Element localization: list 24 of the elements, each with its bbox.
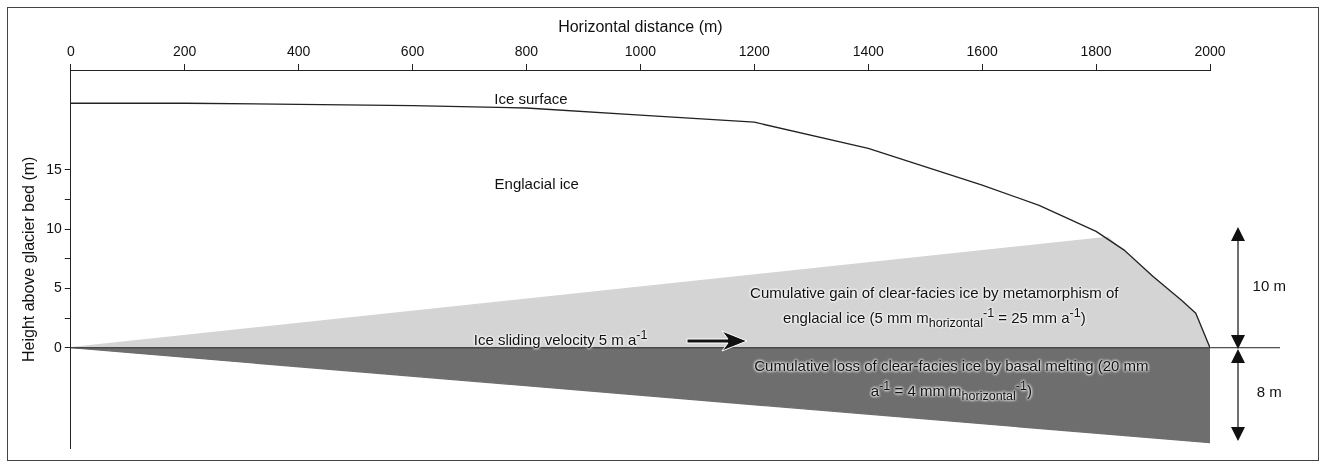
y-tick-label: 0	[53, 338, 62, 355]
x-tick-label: 1400	[852, 43, 885, 60]
annotation: Englacial ice	[494, 173, 579, 194]
x-tick-label: 2000	[1194, 43, 1226, 60]
y-axis-title: Height above glacier bed (m)	[20, 156, 38, 363]
annotation: Ice sliding velocity 5 m a$^{-1}$	[473, 326, 648, 350]
x-tick-label: 200	[173, 43, 197, 60]
x-tick-label: 1800	[1080, 43, 1112, 60]
text: 10 m	[1252, 275, 1286, 296]
x-tick-label: 600	[400, 43, 425, 60]
x-tick-label: 0	[66, 43, 75, 60]
y-tick-label: 10	[46, 219, 62, 236]
x-tick-label: 1000	[624, 43, 657, 60]
annotation: Cumulative gain of clear-facies ice by metamorphism of englacial ice (5 mm m$_{horizontal}$$^{-1}$ = 25 mm a$^{-1}$)	[749, 282, 1120, 332]
x-tick-label: 1200	[738, 43, 771, 60]
annotation: Ice surface	[494, 88, 568, 109]
annotation: Cumulative loss of clear-facies ice by basal melting (20 mm a$^{-1}$ = 4 mm m$_{horizontal}$$^{-1}$)	[752, 356, 1151, 406]
x-tick-label: 1600	[966, 43, 998, 60]
x-tick-label: 400	[286, 43, 311, 60]
x-tick-label: 800	[514, 43, 539, 60]
y-tick-label: 5	[53, 279, 62, 296]
text: 8 m	[1256, 381, 1282, 402]
y-tick-label: 15	[46, 160, 62, 177]
x-axis-title: Horizontal distance (m)	[558, 18, 723, 36]
